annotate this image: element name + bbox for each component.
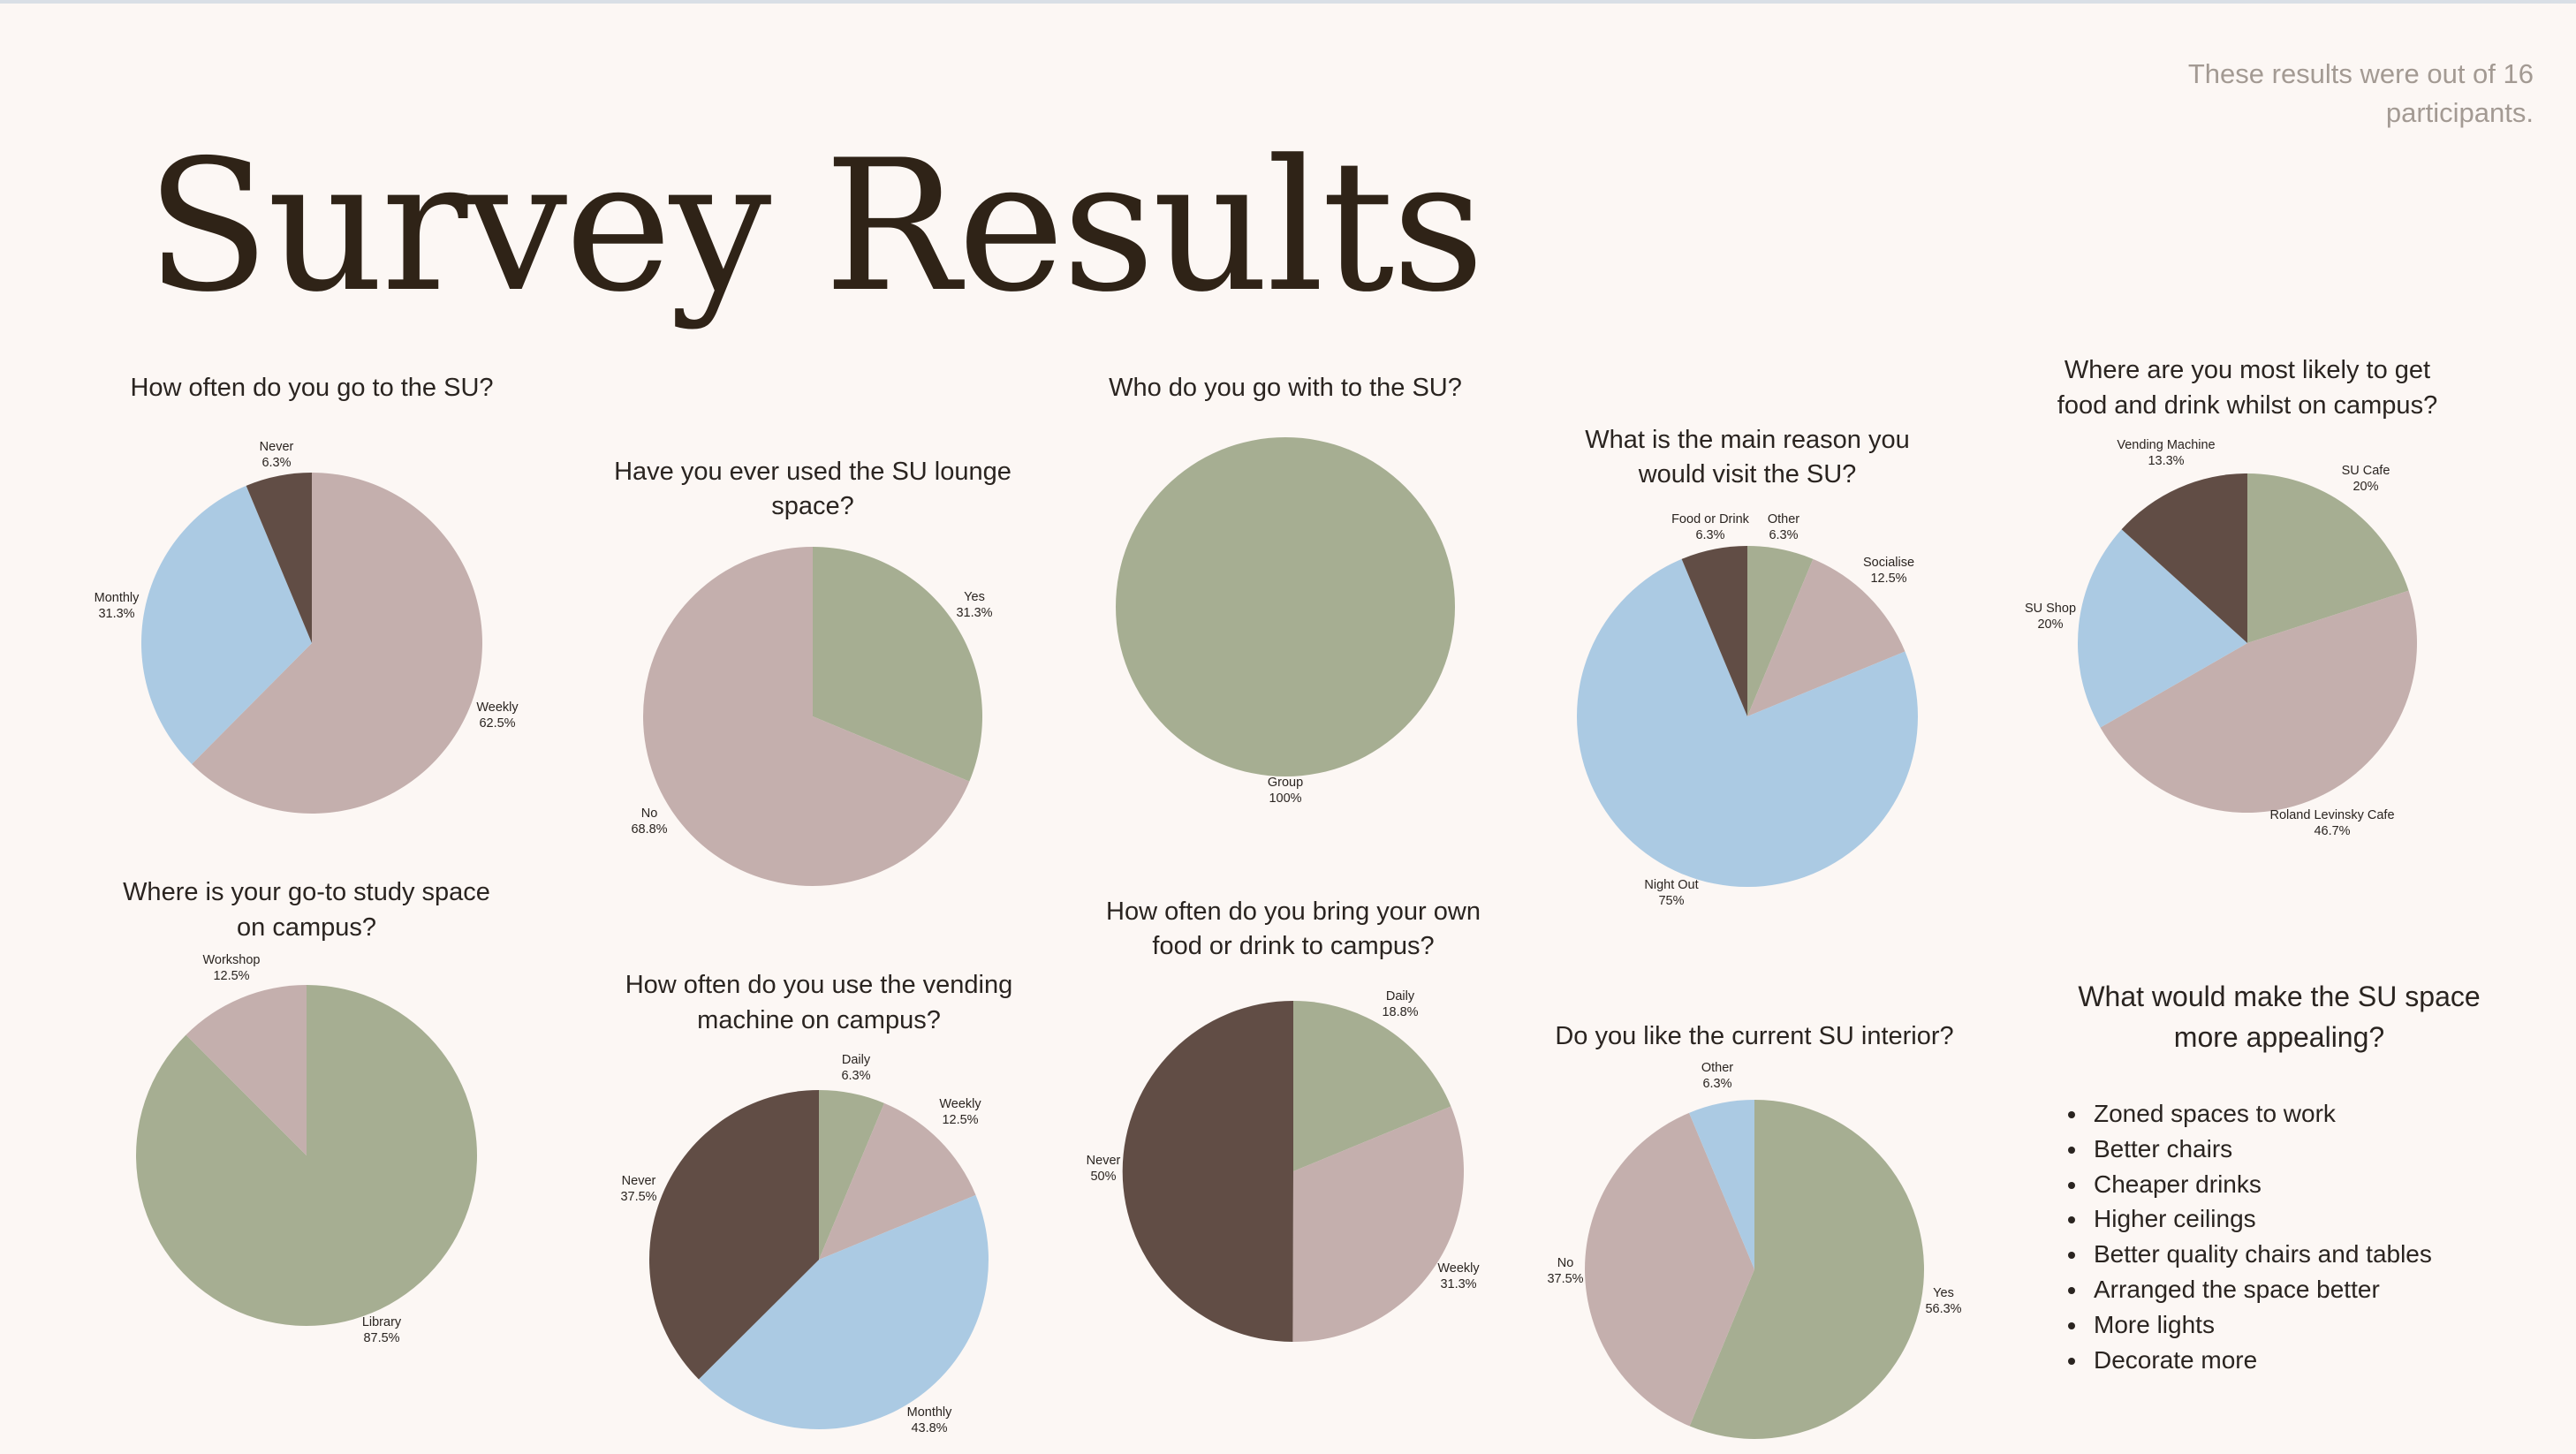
slice-group <box>1116 437 1455 776</box>
slice-yes <box>813 547 983 782</box>
slice-label-yes: Yes 31.3% <box>956 590 992 620</box>
slice-label-never: Never 6.3% <box>260 440 294 470</box>
slice-label-other: Other 6.3% <box>1701 1061 1733 1091</box>
slice-daily <box>819 1090 884 1260</box>
slice-label-food-or-drink: Food or Drink 6.3% <box>1671 512 1750 542</box>
slice-label-daily: Daily 18.8% <box>1382 989 1418 1019</box>
chart-title: Have you ever used the SU lounge space? <box>614 458 1011 520</box>
appeal-item: Arranged the space better <box>2088 1272 2527 1307</box>
page-title: Survey Results <box>146 122 1485 332</box>
appeal-item: More lights <box>2088 1307 2527 1343</box>
top-border <box>0 0 2576 4</box>
slice-label-su-cafe: SU Cafe 20% <box>2342 464 2390 494</box>
participants-note: These results were out of 16 participant… <box>2187 58 2534 128</box>
slice-label-weekly: Weekly 31.3% <box>1437 1261 1480 1291</box>
appeal-item: Better chairs <box>2088 1132 2527 1167</box>
slice-label-no: No 37.5% <box>1547 1256 1583 1286</box>
slice-monthly <box>698 1194 989 1429</box>
slice-label-roland-levinsky-cafe: Roland Levinsky Cafe 46.7% <box>2269 808 2394 838</box>
slice-other <box>1689 1100 1754 1269</box>
appeal-item: Higher ceilings <box>2088 1201 2527 1237</box>
slice-label-never: Never 37.5% <box>620 1174 656 1204</box>
slice-weekly <box>192 473 482 814</box>
chart-title: How often do you go to the SU? <box>130 374 493 402</box>
slice-vending-machine <box>2121 473 2247 643</box>
slice-never <box>246 473 312 643</box>
slice-label-monthly: Monthly 43.8% <box>907 1405 953 1435</box>
slice-label-daily: Daily 6.3% <box>841 1053 870 1083</box>
pie-chart-4: What is the main reason you would visit t… <box>1576 426 1918 908</box>
chart-title: How often do you use the vending machine … <box>625 971 1013 1034</box>
slice-yes <box>1689 1100 1925 1439</box>
appeal-item: Zoned spaces to work <box>2088 1096 2527 1132</box>
slice-library <box>136 985 478 1326</box>
appeal-item: Decorate more <box>2088 1343 2527 1378</box>
slice-weekly <box>819 1102 976 1260</box>
slice-label-yes: Yes 56.3% <box>1925 1286 1961 1316</box>
chart-title: How often do you bring your own food or d… <box>1106 897 1481 960</box>
appeal-title: What would make the SU space more appeal… <box>2078 981 2481 1053</box>
slice-label-night-out: Night Out 75% <box>1644 878 1698 908</box>
slice-label-weekly: Weekly 12.5% <box>939 1097 981 1127</box>
slice-label-library: Library 87.5% <box>362 1315 402 1345</box>
slice-other <box>1747 546 1814 716</box>
appeal-item: Cheaper drinks <box>2088 1167 2527 1202</box>
slice-su-cafe <box>2247 473 2409 643</box>
pie-chart-7: How often do you use the vending machine … <box>620 971 1012 1435</box>
slice-label-workshop: Workshop 12.5% <box>202 953 260 983</box>
slice-label-weekly: Weekly 62.5% <box>476 700 519 731</box>
slice-label-socialise: Socialise 12.5% <box>1863 556 1914 586</box>
slice-label-vending-machine: Vending Machine 13.3% <box>2117 438 2215 468</box>
chart-title: Who do you go with to the SU? <box>1109 374 1462 402</box>
chart-title: Where is your go-to study space on campus… <box>123 878 490 942</box>
slice-daily <box>1293 1001 1451 1171</box>
slice-roland-levinsky-cafe <box>2100 590 2417 813</box>
slice-no <box>643 547 970 887</box>
pie-chart-5: Where are you most likely to get food and… <box>2025 356 2437 838</box>
slice-socialise <box>1747 558 1905 716</box>
appeal-panel: What would make the SU space more appeal… <box>2032 976 2527 1377</box>
pie-chart-8: How often do you bring your own food or d… <box>1087 897 1481 1343</box>
chart-title: Do you like the current SU interior? <box>1555 1022 1953 1050</box>
appeal-item: Better quality chairs and tables <box>2088 1237 2527 1272</box>
slice-no <box>1585 1112 1754 1427</box>
slice-never <box>1122 1000 1293 1342</box>
chart-title: Where are you most likely to get food and… <box>2057 356 2437 420</box>
slice-label-never: Never 50% <box>1087 1154 1121 1184</box>
slice-weekly <box>1292 1106 1464 1343</box>
slice-label-group: Group 100% <box>1268 776 1303 806</box>
slice-monthly <box>140 485 312 765</box>
slice-label-monthly: Monthly 31.3% <box>95 591 140 621</box>
pie-chart-6: Where is your go-to study space on campus… <box>123 878 490 1345</box>
slice-label-other: Other 6.3% <box>1768 512 1799 542</box>
slice-workshop <box>186 985 307 1155</box>
pie-chart-2: Have you ever used the SU lounge space? Ye… <box>614 458 1011 887</box>
pie-chart-9: Do you like the current SU interior? Yes 5… <box>1547 1022 1962 1439</box>
slice-night-out <box>1576 558 1918 887</box>
chart-title: What is the main reason you would visit t… <box>1585 426 1910 488</box>
slice-never <box>649 1090 819 1380</box>
slice-label-no: No 68.8% <box>631 807 667 837</box>
appeal-list: Zoned spaces to workBetter chairsCheaper… <box>2032 1096 2527 1377</box>
slice-su-shop <box>2078 529 2247 728</box>
slice-label-su-shop: SU Shop 20% <box>2025 602 2076 632</box>
pie-chart-3: Who do you go with to the SU? Group 100% <box>1109 374 1462 806</box>
slice-food-or-drink <box>1681 546 1747 716</box>
pie-chart-1: How often do you go to the SU? Weekly 62.5… <box>95 374 519 814</box>
